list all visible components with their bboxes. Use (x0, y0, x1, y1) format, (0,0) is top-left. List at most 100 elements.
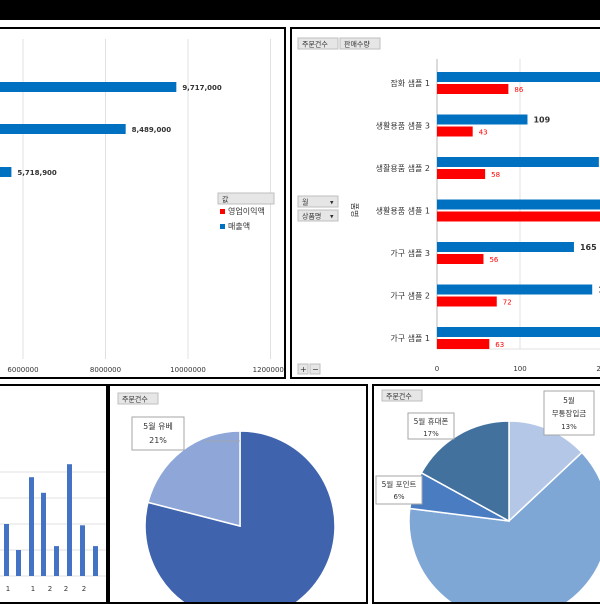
x-tick-label: 2 (48, 585, 52, 593)
pie2-slice-main (408, 451, 600, 602)
expand-icon: + (300, 365, 307, 374)
x-tick-label: 2 (82, 585, 86, 593)
sales-bar (0, 124, 126, 134)
pie2-label-transfer-name: 무통장입금 (552, 408, 587, 418)
profit-data-label: 86 (514, 86, 523, 94)
column-bar (29, 477, 34, 576)
legend-title: 값 (222, 196, 229, 204)
sales-bar (437, 157, 599, 167)
profit-bar (437, 254, 484, 264)
sales-data-label: 9,717,000 (182, 84, 222, 92)
pie2-label-phone-name: 5월 휴대폰 (414, 416, 449, 426)
profit-data-label: 72 (503, 299, 512, 307)
profit-bar (437, 296, 497, 307)
pie2-label-point-value: 6% (393, 493, 404, 501)
category-label: 생활용품 샘플 2 (376, 163, 430, 173)
category-label: 가구 샘플 3 (390, 249, 430, 258)
column-bar (80, 525, 85, 576)
pie-chart-1-panel: 주문건수 5월 유베 21% (108, 384, 368, 604)
product-bar-chart: 주문건수 판매수량 월 ▾ 상품명 ▾ 품명 잡화 샘플 1 생활용품 샘플 3 생… (297, 37, 600, 375)
x-tick-label: 6000000 (7, 366, 38, 374)
row-button-product[interactable] (297, 209, 339, 222)
x-tick-label: 0 (435, 365, 439, 373)
category-label: 생활용품 샘플 3 (376, 121, 430, 131)
pie2-filter-button-label: 주문건수 (386, 392, 412, 401)
profit-bar (437, 84, 509, 94)
column-bar (93, 546, 98, 576)
column-bar (4, 524, 9, 576)
pie2-label-box-phone (407, 412, 455, 440)
profit-bar (437, 169, 486, 179)
legend-swatch-sales (220, 224, 225, 229)
pie1-filter-button[interactable] (117, 392, 159, 405)
pie-chart-1: 주문건수 5월 유베 21% (117, 392, 336, 602)
pie1-filter-button-label: 주문건수 (122, 395, 148, 404)
column-bar (54, 546, 59, 576)
profit-bar (437, 211, 600, 222)
pie2-slice-phone (420, 420, 510, 523)
column-chart: 1 1 2 2 2 (0, 464, 106, 593)
x-tick-label: 10000000 (170, 366, 206, 374)
legend-title-box[interactable] (217, 192, 275, 205)
pie2-filter-button[interactable] (381, 389, 423, 402)
sales-bar (437, 284, 593, 295)
sales-bar (0, 167, 12, 177)
profit-data-label: 58 (491, 171, 500, 179)
pie2-label-box-point (375, 475, 423, 505)
row-button-product-label: 상품명 (302, 212, 321, 221)
row-button-month-label: 월 (302, 198, 308, 207)
pie1-data-label-value: 21% (149, 436, 167, 445)
sales-bar (437, 114, 528, 125)
x-tick-label: 1 (6, 585, 10, 593)
category-label: 생활용품 샘플 1 (376, 206, 430, 216)
x-tick-label: 1 (31, 585, 35, 593)
sales-data-label: 8,489,000 (132, 126, 172, 134)
collapse-field-button[interactable] (309, 363, 321, 375)
pie2-label-phone-value: 17% (423, 430, 439, 438)
pie-chart-2: 주문건수 5월 무통장입금 13% 5월 포인트 6% 5월 휴대폰 17% (375, 389, 600, 602)
sales-bar (437, 72, 600, 82)
row-button-month-filter-icon[interactable]: ▾ (330, 199, 334, 207)
profit-data-label: 56 (489, 256, 498, 264)
category-label: 가구 샘플 2 (390, 292, 430, 301)
profit-bar (437, 339, 490, 349)
pie2-label-transfer-month: 5월 (563, 395, 575, 405)
pie1-data-label-name: 5월 유베 (143, 421, 173, 431)
sales-bar (437, 199, 600, 210)
legend: 값 영업이익액 매출액 (217, 192, 275, 231)
expand-field-button[interactable] (297, 363, 309, 375)
top-bar (0, 0, 600, 20)
row-button-product-dropdown-icon[interactable]: ▾ (330, 213, 334, 221)
sales-data-label: 165 (580, 243, 597, 252)
collapse-icon: − (312, 365, 319, 374)
sales-data-label: 5,718,900 (17, 169, 57, 177)
x-tick-label: 200 (596, 365, 600, 373)
profit-bar (437, 126, 473, 137)
filter-button-quantity[interactable] (339, 37, 381, 50)
sales-data-label: 109 (533, 116, 550, 125)
pie2-label-box-transfer (543, 390, 595, 436)
column-chart-panel: 1 1 2 2 2 (0, 384, 108, 604)
profit-data-label: 43 (479, 129, 488, 137)
sales-bar (437, 327, 600, 337)
sales-bar (0, 82, 177, 92)
pie2-label-transfer-value: 13% (561, 423, 577, 431)
profit-data-label: 63 (495, 341, 504, 349)
sales-bar (437, 242, 574, 252)
filter-button-orders[interactable] (297, 37, 339, 50)
x-tick-label: 12000000 (253, 366, 286, 374)
x-tick-label: 2 (64, 585, 68, 593)
sales-data-label: 187 (598, 286, 600, 295)
legend-item-profit: 영업이익액 (228, 206, 265, 216)
category-label: 가구 샘플 1 (390, 334, 430, 343)
filter-button-orders-label: 주문건수 (302, 40, 328, 49)
product-bar-chart-panel: 주문건수 판매수량 월 ▾ 상품명 ▾ 품명 잡화 샘플 1 생활용품 샘플 3 생… (290, 27, 600, 379)
legend-swatch-profit (220, 209, 225, 214)
column-bar (41, 492, 46, 576)
filter-button-quantity-label: 판매수량 (344, 40, 370, 49)
column-bar (16, 550, 21, 576)
row-button-month[interactable] (297, 195, 339, 208)
column-bar (67, 464, 72, 576)
